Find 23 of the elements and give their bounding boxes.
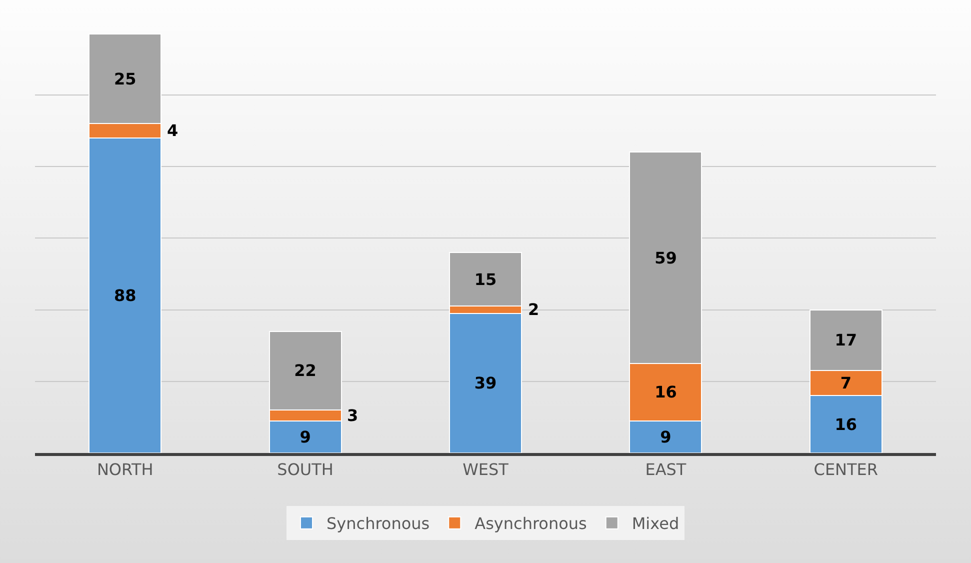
- x-tick-label: SOUTH: [277, 460, 334, 480]
- x-tick-label: WEST: [462, 460, 509, 480]
- legend-label: Mixed: [632, 514, 680, 534]
- data-label: 17: [834, 330, 858, 350]
- x-tick-label: EAST: [645, 460, 686, 480]
- data-label: 16: [654, 382, 677, 402]
- data-label: 7: [840, 374, 852, 393]
- data-label: 59: [654, 248, 677, 268]
- data-label: 16: [834, 414, 858, 434]
- data-label: 22: [294, 361, 316, 380]
- data-label: 88: [114, 286, 136, 305]
- x-tick-label: NORTH: [96, 460, 154, 480]
- x-tick-label: CENTER: [814, 460, 878, 480]
- data-label: 3: [347, 406, 358, 425]
- data-label: 2: [528, 300, 540, 319]
- legend-label: Asynchronous: [474, 514, 587, 534]
- data-label: 25: [114, 69, 136, 88]
- legend-label: Synchronous: [326, 514, 430, 534]
- data-label: 4: [167, 121, 178, 140]
- data-label: 9: [660, 427, 672, 446]
- data-label: 15: [474, 270, 497, 289]
- data-label: 9: [300, 427, 311, 446]
- data-label: 39: [474, 374, 497, 393]
